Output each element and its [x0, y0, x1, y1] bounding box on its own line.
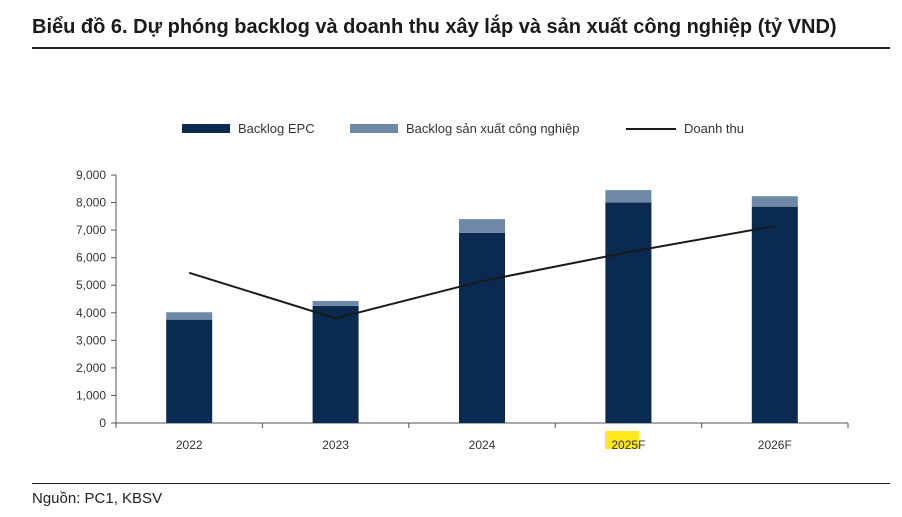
source-divider: [32, 483, 890, 484]
x-tick-label: 2022: [176, 438, 203, 452]
bar-backlog-epc: [312, 305, 359, 423]
y-tick-label: 6,000: [76, 251, 106, 265]
legend-swatch-epc: [182, 124, 230, 133]
y-tick-label: 9,000: [76, 168, 106, 182]
bars: [166, 190, 798, 423]
bar-backlog-epc: [459, 232, 505, 423]
title-divider: [32, 47, 890, 49]
bar-backlog-epc: [166, 319, 213, 423]
source-note: Nguồn: PC1, KBSV: [32, 490, 163, 507]
chart: Backlog EPC Backlog sản xuất công nghiệp…: [76, 121, 849, 452]
x-tick-label: 2026F: [758, 438, 792, 452]
legend-label-epc: Backlog EPC: [238, 121, 315, 136]
bar-backlog-epc: [605, 202, 652, 423]
legend-swatch-industrial: [350, 124, 398, 133]
x-ticks: 2022 2023 2024 2025F 2026F: [115, 423, 849, 452]
legend: Backlog EPC Backlog sản xuất công nghiệp…: [182, 121, 744, 136]
bar-backlog-industrial: [166, 312, 213, 320]
x-tick-label: 2025F: [611, 438, 645, 452]
y-ticks: 9,000 8,000 7,000 6,000 5,000 4,000 3,000 2,000…: [76, 168, 116, 430]
chart-title: Biểu đồ 6. Dự phóng backlog và doanh thu…: [32, 16, 837, 38]
bar-backlog-industrial: [459, 219, 505, 233]
y-tick-label: 0: [99, 416, 106, 430]
y-tick-label: 2,000: [76, 361, 106, 375]
legend-label-revenue: Doanh thu: [684, 121, 744, 136]
bar-backlog-epc: [751, 206, 798, 423]
bar-backlog-industrial: [312, 300, 359, 306]
legend-label-industrial: Backlog sản xuất công nghiệp: [406, 121, 579, 136]
revenue-line: [188, 224, 775, 320]
y-tick-label: 1,000: [76, 388, 106, 402]
x-tick-label: 2024: [469, 438, 496, 452]
y-tick-label: 7,000: [76, 223, 106, 237]
y-tick-label: 4,000: [76, 306, 106, 320]
x-tick-label: 2023: [322, 438, 349, 452]
bar-backlog-industrial: [605, 190, 652, 203]
x-axis: 2022 2023 2024 2025F 2026F: [115, 422, 849, 452]
highlight-mark: [605, 431, 639, 449]
y-tick-label: 3,000: [76, 333, 106, 347]
y-axis: 9,000 8,000 7,000 6,000 5,000 4,000 3,000 2,000…: [76, 168, 117, 430]
bar-backlog-industrial: [751, 196, 798, 207]
y-tick-label: 8,000: [76, 196, 106, 210]
y-tick-label: 5,000: [76, 278, 106, 292]
